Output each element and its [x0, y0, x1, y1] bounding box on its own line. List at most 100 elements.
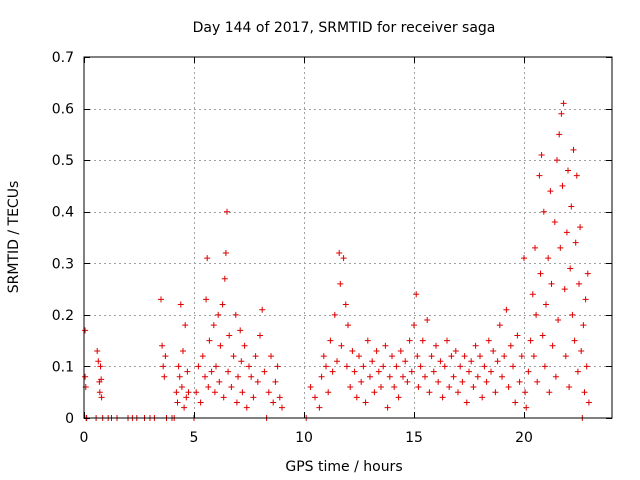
data-point [195, 363, 202, 370]
data-point [230, 353, 237, 360]
data-point [397, 347, 404, 354]
data-point [250, 394, 257, 401]
data-point [276, 394, 283, 401]
data-point [316, 404, 323, 411]
data-point [185, 389, 192, 396]
data-point [505, 384, 512, 391]
data-point [336, 249, 343, 256]
data-point [307, 384, 314, 391]
data-point [537, 270, 544, 277]
data-point [98, 376, 105, 383]
data-point [457, 363, 464, 370]
data-point [183, 394, 190, 401]
data-point [459, 378, 466, 385]
data-point [541, 363, 548, 370]
data-point [430, 368, 437, 375]
data-point [533, 311, 540, 318]
data-point [557, 244, 564, 251]
data-point [184, 368, 191, 375]
data-point [414, 353, 421, 360]
data-point [373, 347, 380, 354]
data-point [96, 389, 103, 396]
data-point [566, 384, 573, 391]
x-tick-label: 15 [405, 430, 423, 446]
data-point [208, 368, 215, 375]
data-point [174, 399, 181, 406]
data-point [574, 368, 581, 375]
data-point [501, 353, 508, 360]
data-point [369, 358, 376, 365]
data-point [241, 342, 248, 349]
data-point [573, 172, 580, 179]
data-point [559, 182, 566, 189]
data-point [384, 404, 391, 411]
data-point [477, 353, 483, 360]
data-point [582, 296, 589, 303]
data-point [356, 353, 362, 360]
data-point [417, 363, 424, 370]
data-point [578, 347, 585, 354]
data-point [539, 332, 546, 339]
data-point [323, 363, 329, 370]
data-point [422, 373, 428, 380]
data-point [441, 363, 448, 370]
data-point [580, 322, 587, 329]
data-point [448, 353, 455, 360]
data-point [545, 255, 552, 262]
data-point [463, 399, 470, 406]
data-point [424, 317, 431, 324]
data-point [499, 373, 505, 380]
data-point [540, 208, 547, 215]
data-point [503, 306, 510, 313]
data-point [95, 358, 102, 365]
grid [84, 57, 612, 418]
data-point [345, 322, 351, 329]
data-point [433, 342, 439, 349]
data-point [554, 157, 560, 164]
data-point [479, 394, 486, 401]
data-point [413, 291, 420, 298]
data-point [161, 373, 168, 380]
data-point [233, 399, 240, 406]
data-point [529, 291, 536, 298]
data-point [538, 151, 545, 158]
data-point [576, 280, 582, 287]
data-point [572, 239, 579, 246]
data-point [468, 358, 475, 365]
data-point [279, 404, 285, 411]
data-point [334, 358, 340, 365]
x-axis-ticks: 0 5 10 15 20 [80, 57, 533, 446]
data-point [455, 389, 461, 396]
data-point [222, 249, 229, 256]
chart-title: Day 144 of 2017, SRMTID for receiver sag… [193, 20, 496, 36]
y-tick-label: 0.1 [52, 359, 74, 375]
data-point [565, 167, 571, 174]
x-axis-label: GPS time / hours [285, 459, 402, 475]
data-point [82, 373, 89, 380]
data-point [507, 342, 514, 349]
data-point [202, 373, 208, 380]
data-point [571, 337, 578, 344]
data-point [521, 255, 527, 262]
data-point [239, 389, 246, 396]
data-point [349, 347, 356, 354]
x-tick-label: 20 [515, 430, 533, 446]
y-tick-label: 0 [65, 411, 74, 427]
data-point [439, 394, 446, 401]
data-point [389, 353, 395, 360]
data-point [581, 389, 588, 396]
data-point [360, 363, 367, 370]
data-point [450, 373, 457, 380]
y-axis-label: SRMTID / TECUs [6, 181, 22, 294]
data-point [490, 347, 497, 354]
data-point [510, 363, 516, 370]
data-point [221, 275, 228, 282]
data-point [395, 394, 402, 401]
data-point [176, 373, 183, 380]
data-point [219, 301, 226, 308]
data-point [193, 389, 200, 396]
data-point [518, 353, 525, 360]
data-point [329, 368, 336, 375]
data-point [358, 378, 365, 385]
data-point [246, 363, 252, 370]
